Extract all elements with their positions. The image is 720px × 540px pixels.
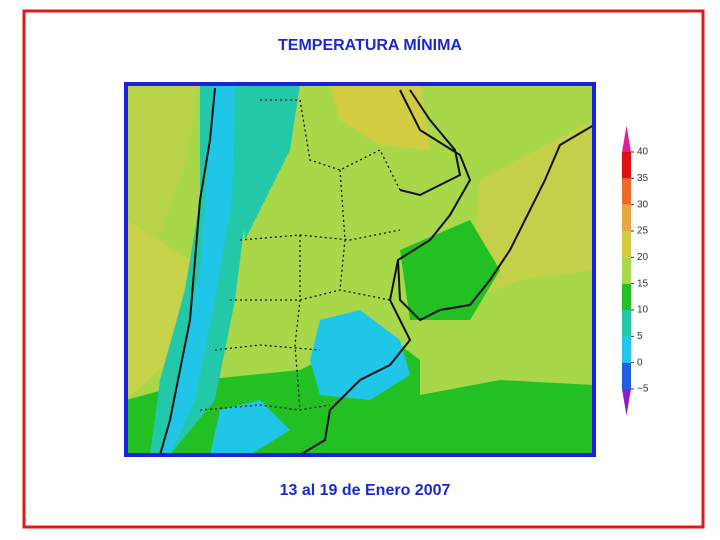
tick-label: 25 xyxy=(637,226,649,237)
tick-label: 15 xyxy=(637,278,649,289)
tick-label: 0 xyxy=(637,357,643,368)
tick-label: 10 xyxy=(637,305,649,316)
colorbar-band xyxy=(622,257,631,284)
colorbar-extend-high xyxy=(622,125,631,152)
tick-label: 5 xyxy=(637,331,643,342)
colorbar-band xyxy=(622,336,631,363)
colorbar: −5 0 5 10 15 20 25 30 35 40 xyxy=(622,125,649,416)
colorbar-extend-low xyxy=(622,389,631,416)
tick-label: 20 xyxy=(637,252,649,263)
map xyxy=(124,82,596,457)
colorbar-band xyxy=(622,152,631,179)
title: TEMPERATURA MÍNIMA xyxy=(278,35,462,54)
colorbar-band xyxy=(622,231,631,258)
tick-label: 40 xyxy=(637,147,649,158)
colorbar-band xyxy=(622,178,631,205)
tick-label: 35 xyxy=(637,173,649,184)
date-range: 13 al 19 de Enero 2007 xyxy=(280,482,451,499)
colorbar-band xyxy=(622,362,631,389)
tick-label: 30 xyxy=(637,199,649,210)
tick-label: −5 xyxy=(637,384,649,395)
colorbar-band xyxy=(622,283,631,310)
colorbar-band xyxy=(622,310,631,337)
colorbar-band xyxy=(622,204,631,231)
